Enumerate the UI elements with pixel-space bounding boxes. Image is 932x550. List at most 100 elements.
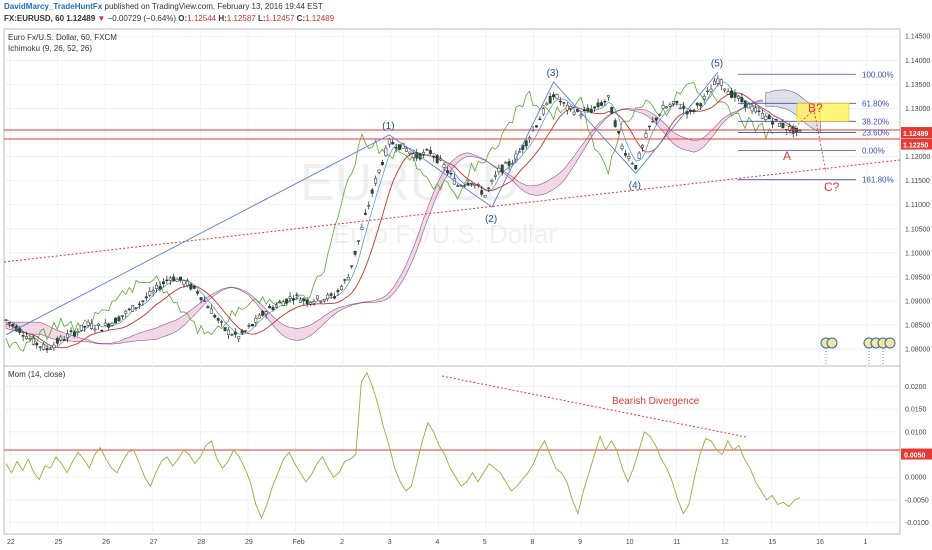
- price-tick-label: 1.13500: [905, 82, 930, 89]
- candle: [288, 296, 292, 299]
- candle: [127, 308, 131, 311]
- candle: [582, 109, 586, 112]
- price-tick-label: 1.08000: [905, 347, 930, 354]
- candle: [644, 133, 648, 138]
- watermark-name: Euro Fx/U.S. Dollar: [333, 219, 557, 249]
- candle: [31, 337, 35, 345]
- price-tick-label: 1.12000: [905, 154, 930, 161]
- price-axis[interactable]: 1.145001.140001.135001.130001.125001.120…: [905, 34, 930, 354]
- candle: [579, 114, 583, 117]
- time-tick-label: 8: [531, 539, 535, 546]
- close-value: 1.12489: [305, 14, 335, 23]
- publish-info: published on TradingView.com, February 1…: [104, 2, 323, 11]
- candle: [346, 277, 350, 281]
- candlesticks: [4, 75, 802, 354]
- candle: [665, 106, 668, 109]
- time-axis[interactable]: 22 25 26 27 28 29 Feb 2 3 4 5 8 9 10 11 12 15 16 1: [7, 539, 868, 546]
- fibonacci-retracement[interactable]: 100.00% 61.80% 38.20% 23.60% 0.00% 161.80%: [738, 70, 894, 185]
- candle: [131, 305, 135, 312]
- kijun-sen: [5, 92, 801, 349]
- candle: [541, 108, 545, 115]
- candle: [69, 330, 73, 332]
- low-label: L:: [257, 14, 266, 23]
- candle: [114, 317, 117, 324]
- candle: [675, 100, 679, 104]
- publish-line: DavidMarcy_TradeHuntFx published on Trad…: [4, 2, 323, 11]
- candle: [76, 331, 80, 333]
- candle: [757, 110, 761, 112]
- candle: [620, 145, 624, 149]
- event-marker-icon[interactable]: [826, 337, 838, 349]
- price-tick-label: 1.08500: [905, 323, 930, 330]
- event-markers[interactable]: [820, 337, 896, 365]
- candle: [281, 301, 285, 306]
- candle: [247, 325, 251, 327]
- candle: [220, 321, 224, 323]
- down-arrow-icon: ▼: [97, 14, 106, 23]
- elliott-wave-path[interactable]: [5, 72, 719, 336]
- price-label-text: 1.12489: [903, 131, 928, 138]
- candle: [774, 118, 778, 121]
- abc-projection[interactable]: [785, 109, 827, 173]
- price-tick-label: 1.10500: [905, 226, 930, 233]
- candle: [442, 164, 446, 168]
- price-tick-label: 1.14000: [905, 58, 930, 65]
- candle: [223, 327, 227, 331]
- candle: [179, 276, 182, 281]
- candle: [606, 95, 610, 98]
- candle: [79, 324, 83, 331]
- high-label: H:: [218, 14, 227, 23]
- candle: [647, 125, 651, 128]
- candle: [343, 279, 347, 281]
- author-link[interactable]: DavidMarcy_TradeHuntFx: [4, 2, 103, 11]
- candle: [545, 102, 549, 106]
- wave-5-label: (5): [711, 58, 723, 69]
- candle: [432, 155, 436, 158]
- wave-4-label: (4): [629, 180, 641, 191]
- candle: [257, 314, 261, 319]
- candle: [292, 298, 295, 301]
- candle: [165, 279, 169, 281]
- momentum-tick-label: -0.0100: [905, 520, 929, 527]
- price-change: −0.00729 (−0.64%): [107, 14, 177, 23]
- elliott-wave-labels: (1) (2) (3) (4) (5): [382, 58, 723, 225]
- main-legend-title[interactable]: Euro Fx/U.S. Dollar, 60, FXCM: [8, 33, 117, 42]
- candle: [439, 158, 443, 161]
- candle: [637, 152, 641, 159]
- event-marker-icon[interactable]: [884, 337, 896, 349]
- candle: [469, 183, 473, 185]
- candle: [86, 321, 90, 326]
- candle: [719, 79, 723, 86]
- candle: [565, 104, 569, 111]
- candle: [278, 301, 282, 304]
- ichimoku-legend[interactable]: Ichimoku (9, 26, 52, 26): [8, 44, 93, 53]
- candle: [449, 173, 453, 175]
- momentum-legend[interactable]: Mom (14, close): [8, 370, 66, 379]
- candle: [692, 109, 696, 112]
- candle: [658, 114, 662, 116]
- candle: [781, 123, 785, 129]
- momentum-tick-label: 0.0150: [905, 407, 927, 414]
- ohlc-line: FX:EURUSD, 60 1.12489 ▼ −0.00729 (−0.64%…: [4, 14, 334, 23]
- candle: [21, 335, 25, 337]
- divergence-line[interactable]: [441, 375, 747, 438]
- candle: [244, 330, 248, 332]
- candle: [381, 162, 384, 165]
- time-tick-label: 22: [7, 539, 15, 546]
- candle: [740, 97, 744, 103]
- candle: [596, 102, 600, 108]
- candle: [124, 310, 128, 314]
- candle: [483, 194, 487, 198]
- candle: [408, 151, 412, 154]
- candle: [422, 151, 425, 155]
- candle: [237, 336, 241, 340]
- fib-level-label: 100.00%: [862, 70, 894, 79]
- candle: [264, 311, 268, 315]
- candle: [52, 344, 56, 349]
- candle: [185, 280, 189, 286]
- candle: [271, 307, 275, 310]
- price-labels: 1.12489 1.12250 0.0050: [901, 127, 932, 460]
- momentum-tick-label: -0.0050: [905, 497, 929, 504]
- symbol-label[interactable]: FX:EURUSD, 60: [4, 14, 65, 23]
